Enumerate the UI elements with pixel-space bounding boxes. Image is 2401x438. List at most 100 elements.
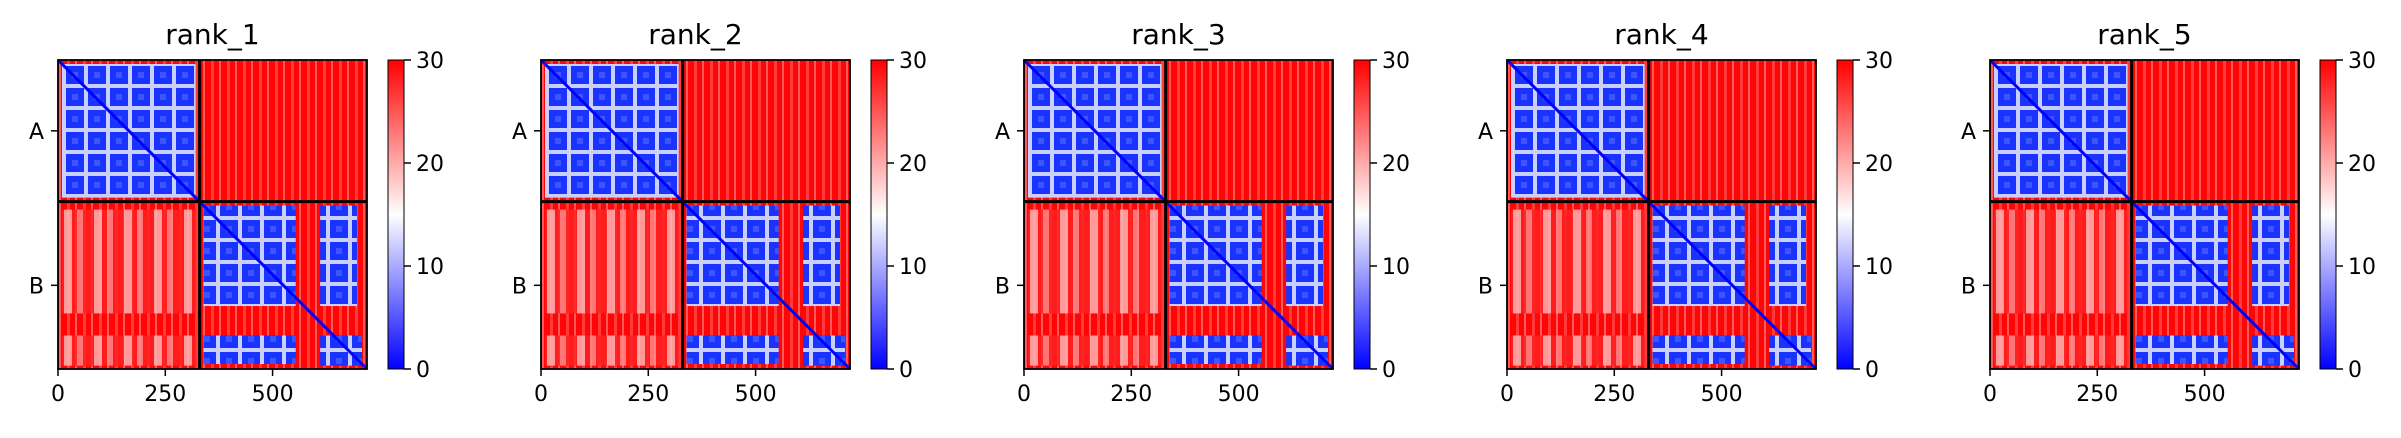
block-b-a-upper (1511, 209, 1645, 314)
panel-title: rank_1 (165, 18, 259, 51)
block-b-a-lower (545, 335, 679, 366)
colorbar-gradient (387, 59, 405, 370)
colorbar-tick-label: 0 (1865, 358, 1879, 383)
colorbar-gradient (1836, 59, 1854, 370)
colorbar-tick-label: 20 (416, 152, 444, 177)
colorbar: 0 10 20 30 (387, 49, 444, 383)
block-b-a-upper (1994, 209, 2128, 314)
colorbar-tick-label: 30 (2348, 49, 2376, 74)
colorbar-gradient (2319, 59, 2337, 370)
block-a-b (1652, 64, 1812, 198)
x-tick-label: 500 (252, 382, 294, 407)
x-tick-label: 500 (2184, 382, 2226, 407)
colorbar-tick-label: 0 (1382, 358, 1396, 383)
block-b-b-domain3 (203, 335, 296, 364)
colorbar: 0 10 20 30 (870, 49, 927, 383)
colorbar-tick-label: 30 (899, 49, 927, 74)
x-tick-label: 250 (2076, 382, 2118, 407)
x-tick-label: 0 (51, 382, 65, 407)
chain-label-A: A (1961, 120, 1976, 145)
block-b-b-domain4 (1769, 335, 1811, 366)
block-b-a-lower (62, 335, 196, 366)
heatmap (56, 58, 369, 371)
chain-label-A: A (29, 120, 44, 145)
colorbar-tick-label: 20 (899, 152, 927, 177)
block-b-b-domain3 (686, 335, 779, 364)
colorbar: 0 10 20 30 (2319, 49, 2376, 383)
colorbar-tick-label: 20 (2348, 152, 2376, 177)
block-b-b-domain2 (320, 205, 357, 307)
diagonal (1988, 58, 2301, 371)
panel-title: rank_3 (1131, 18, 1225, 51)
block-b-b-domain4 (2252, 335, 2294, 366)
block-b-b-domain4 (803, 335, 845, 366)
panel-title: rank_2 (648, 18, 742, 51)
chain-label-B: B (29, 274, 44, 299)
colorbar: 0 10 20 30 (1836, 49, 1893, 383)
colorbar-tick-label: 20 (1382, 152, 1410, 177)
block-b-b-domain4 (320, 335, 362, 366)
colorbar-tick-label: 10 (1865, 255, 1893, 280)
block-a-b (686, 64, 846, 198)
x-tick-label: 500 (1701, 382, 1743, 407)
x-tick-label: 0 (1983, 382, 1997, 407)
chain-label-A: A (995, 120, 1010, 145)
panel-title: rank_5 (2097, 18, 2191, 51)
panel-rank_2: rank_2 0 250 500 A B 0 10 20 30 (512, 18, 927, 407)
heatmap (1022, 58, 1335, 371)
colorbar-gradient (870, 59, 888, 370)
heatmap-frame (1506, 59, 1817, 370)
x-tick-label: 250 (627, 382, 669, 407)
heatmap-frame (540, 59, 851, 370)
block-b-a-upper (1028, 209, 1162, 314)
block-a-b (203, 64, 363, 198)
block-b-b-domain2 (1769, 205, 1806, 307)
x-tick-label: 500 (735, 382, 777, 407)
heatmap-frame (1023, 59, 1334, 370)
panel-rank_4: rank_4 0 250 500 A B 0 10 20 30 (1478, 18, 1893, 407)
panel-title: rank_4 (1614, 18, 1708, 51)
block-b-a-lower (1028, 335, 1162, 366)
colorbar-tick-label: 10 (416, 255, 444, 280)
block-a-b (2135, 64, 2295, 198)
chain-label-A: A (512, 120, 527, 145)
colorbar-tick-label: 0 (416, 358, 430, 383)
chain-label-B: B (1478, 274, 1493, 299)
x-tick-label: 250 (144, 382, 186, 407)
colorbar-gradient (1353, 59, 1371, 370)
block-b-b-domain2 (803, 205, 840, 307)
block-a-b (1169, 64, 1329, 198)
heatmap-frame (1989, 59, 2300, 370)
block-b-b-domain2 (1286, 205, 1323, 307)
diagonal (1022, 58, 1335, 371)
chain-label-B: B (995, 274, 1010, 299)
diagonal (1505, 58, 1818, 371)
block-b-b-domain3 (1652, 335, 1745, 364)
block-b-a-upper (62, 209, 196, 314)
block-b-b-domain3 (1169, 335, 1262, 364)
x-tick-label: 0 (534, 382, 548, 407)
colorbar-tick-label: 10 (2348, 255, 2376, 280)
colorbar: 0 10 20 30 (1353, 49, 1410, 383)
block-b-b-domain4 (1286, 335, 1328, 366)
x-tick-label: 250 (1593, 382, 1635, 407)
chain-label-B: B (1961, 274, 1976, 299)
colorbar-tick-label: 10 (899, 255, 927, 280)
chain-label-B: B (512, 274, 527, 299)
block-b-a-upper (545, 209, 679, 314)
panel-rank_3: rank_3 0 250 500 A B 0 10 20 30 (995, 18, 1410, 407)
heatmap (539, 58, 852, 371)
panel-rank_1: rank_1 0 250 500 A B 0 10 20 30 (29, 18, 444, 407)
colorbar-tick-label: 20 (1865, 152, 1893, 177)
block-b-b-domain3 (2135, 335, 2228, 364)
x-tick-label: 0 (1017, 382, 1031, 407)
colorbar-tick-label: 10 (1382, 255, 1410, 280)
x-tick-label: 500 (1218, 382, 1260, 407)
heatmap (1988, 58, 2301, 371)
colorbar-tick-label: 30 (1865, 49, 1893, 74)
panel-rank_5: rank_5 0 250 500 A B 0 10 20 30 (1961, 18, 2376, 407)
block-b-a-lower (1994, 335, 2128, 366)
x-tick-label: 250 (1110, 382, 1152, 407)
colorbar-tick-label: 0 (899, 358, 913, 383)
